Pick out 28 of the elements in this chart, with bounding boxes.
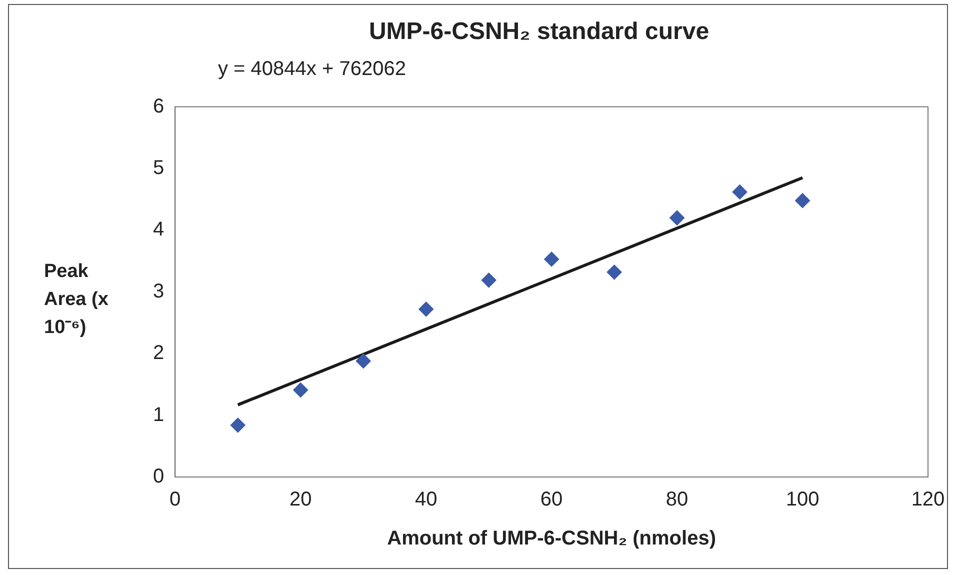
y-tick-label: 2 xyxy=(153,342,164,364)
point xyxy=(795,193,810,208)
x-tick-label: 120 xyxy=(911,488,945,511)
y-axis-title: Peak Area (x 10⁻⁶) xyxy=(44,260,110,340)
y-tick-label: 6 xyxy=(153,95,164,118)
x-tick-label: 80 xyxy=(666,488,688,511)
x-tick-label: 20 xyxy=(289,488,312,511)
point xyxy=(732,184,748,200)
y-tick-label: 3 xyxy=(153,280,164,302)
x-tick-label: 60 xyxy=(540,488,563,511)
point xyxy=(230,418,246,433)
point xyxy=(670,210,685,226)
point xyxy=(544,252,560,267)
text: y = 40844x + 762062 xyxy=(218,58,406,81)
x-tick-label: 100 xyxy=(786,488,820,511)
y-tick-label: 4 xyxy=(153,218,164,241)
y-tick-label: 5 xyxy=(153,157,164,180)
x-axis-title: Amount of UMP-6-CSNH₂ (nmoles) xyxy=(387,528,716,550)
point xyxy=(356,354,371,369)
point xyxy=(481,272,496,288)
y-tick-label: 1 xyxy=(153,404,164,426)
x-tick-label: 0 xyxy=(170,488,181,511)
x-tick-label: 40 xyxy=(414,488,438,511)
y-tick-label: 0 xyxy=(153,466,164,488)
point xyxy=(293,382,308,398)
chart-title: UMP-6-CSNH₂ standard curve xyxy=(368,18,710,46)
point xyxy=(418,302,434,317)
point xyxy=(606,264,622,280)
